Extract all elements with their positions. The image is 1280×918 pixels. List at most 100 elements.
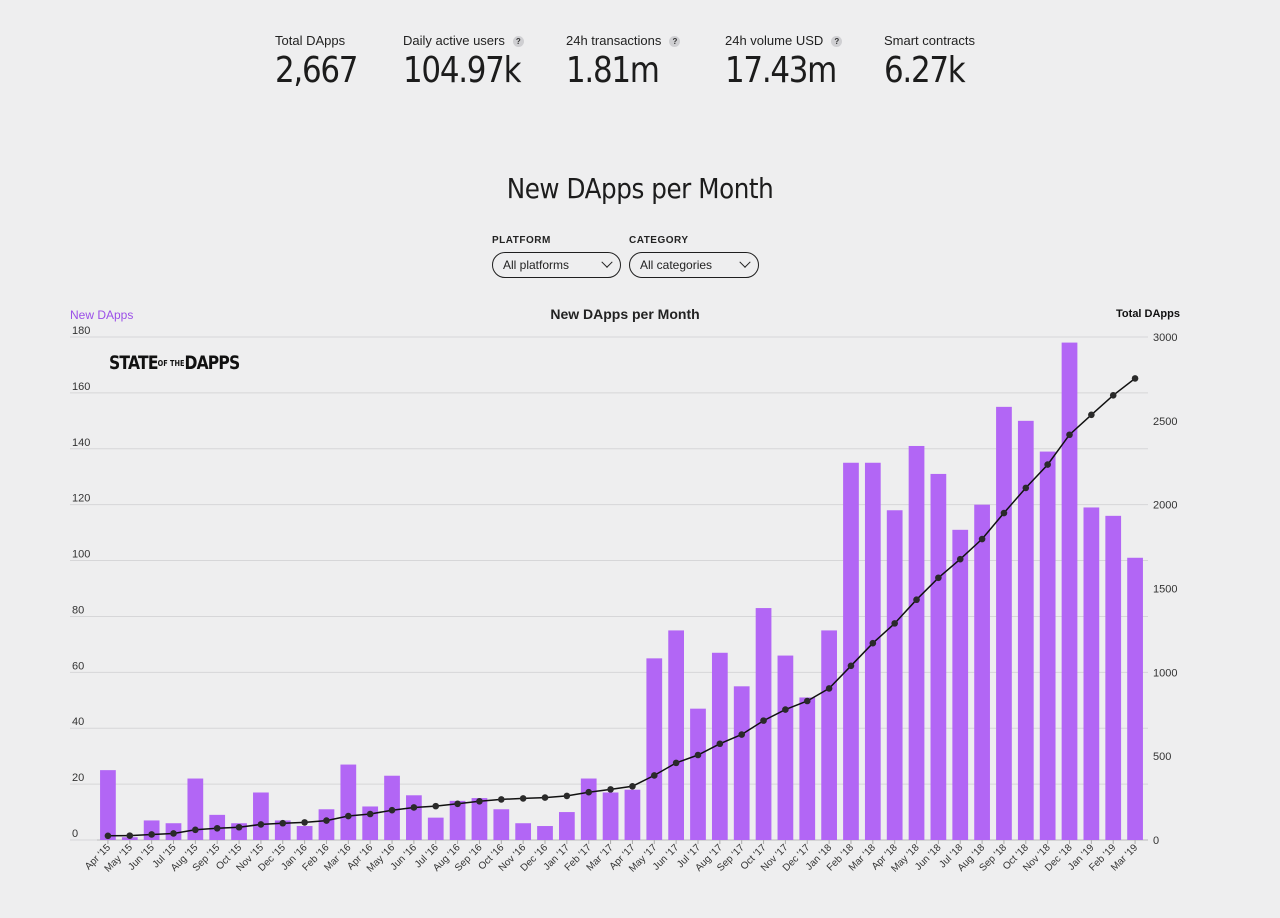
y-tick-label-left: 40: [72, 716, 84, 728]
total-dapps-point: [760, 717, 767, 724]
total-dapps-point: [629, 783, 636, 790]
bar: [406, 795, 422, 840]
total-dapps-point: [541, 794, 549, 801]
total-dapps-point: [694, 751, 702, 759]
y-tick-label-right: 2500: [1153, 416, 1177, 428]
bar: [1017, 420, 1034, 840]
y-tick-label-right: 1500: [1153, 584, 1177, 596]
total-dapps-point: [498, 796, 505, 803]
total-dapps-point: [1000, 509, 1008, 517]
total-dapps-point: [1022, 484, 1030, 492]
total-dapps-point: [869, 639, 877, 647]
total-dapps-point: [170, 830, 177, 837]
bar: [996, 406, 1012, 840]
total-dapps-point: [1088, 411, 1095, 419]
bar: [1039, 451, 1056, 840]
stat-label-text: Daily active users: [403, 33, 505, 48]
bar: [1105, 515, 1122, 840]
stat-label: 24h volume USD?: [725, 33, 854, 49]
help-icon[interactable]: ?: [512, 35, 524, 47]
logo-text: DAPPS: [184, 352, 240, 374]
total-dapps-point: [1044, 461, 1051, 468]
bar: [1127, 557, 1143, 840]
stat-total-dapps: Total DApps 2,667: [275, 33, 371, 91]
bar: [646, 658, 663, 840]
total-dapps-point: [607, 786, 614, 793]
bar: [690, 708, 706, 840]
category-filter-label: CATEGORY: [629, 235, 689, 246]
y-tick-label-left: 160: [72, 381, 90, 393]
help-icon[interactable]: ?: [669, 35, 681, 47]
stat-smart-contracts: Smart contracts 6.27k: [884, 33, 978, 91]
stat-value: 6.27k: [884, 50, 966, 91]
bar: [668, 630, 685, 840]
bar: [100, 770, 116, 840]
help-icon[interactable]: ?: [831, 35, 843, 47]
total-dapps-point: [1066, 431, 1073, 439]
y-tick-label-right: 500: [1153, 751, 1171, 763]
bar: [843, 462, 859, 840]
total-dapps-point: [388, 806, 396, 814]
bar: [886, 510, 903, 840]
total-dapps-point: [738, 731, 745, 738]
total-dapps-point: [126, 832, 134, 839]
stats-bar: Total DApps 2,667 Daily active users? 10…: [0, 33, 1280, 103]
bar: [624, 789, 641, 840]
y-tick-label-right: 1000: [1153, 667, 1177, 679]
y-tick-label-left: 0: [72, 828, 78, 840]
bar: [274, 820, 291, 840]
category-select[interactable]: All categories: [629, 252, 759, 278]
stat-label: 24h transactions?: [566, 33, 681, 49]
platform-select-value: All platforms: [503, 258, 570, 272]
total-dapps-point: [345, 812, 352, 820]
total-dapps-point: [410, 804, 418, 811]
bar: [558, 812, 575, 840]
y-tick-label-right: 0: [1153, 835, 1159, 847]
state-of-the-dapps-logo: STATEOF THEDAPPS: [109, 352, 240, 374]
y-tick-label-left: 120: [72, 493, 90, 505]
platform-select[interactable]: All platforms: [492, 252, 621, 278]
stat-label-text: 24h transactions: [566, 33, 662, 48]
total-dapps-point: [213, 824, 221, 832]
total-dapps-point: [978, 535, 986, 543]
total-dapps-point: [913, 596, 920, 604]
y-tick-label-left: 100: [72, 549, 90, 561]
total-dapps-point: [585, 788, 593, 796]
total-dapps-point: [104, 832, 112, 840]
y-tick-label-left: 60: [72, 660, 84, 672]
total-dapps-point: [1131, 375, 1139, 382]
logo-text: OF THE: [157, 359, 185, 368]
total-dapps-point: [803, 697, 811, 705]
stat-24h-volume-usd: 24h volume USD? 17.43m: [725, 33, 854, 91]
y-tick-label-left: 20: [72, 772, 84, 784]
bar: [427, 817, 444, 840]
stat-label-text: Total DApps: [275, 33, 346, 48]
right-axis-label: Total DApps: [1116, 308, 1180, 320]
stat-label: Smart contracts: [884, 33, 978, 49]
bar: [602, 792, 619, 840]
total-dapps-point: [563, 792, 571, 800]
bar: [187, 778, 204, 840]
total-dapps-point: [956, 555, 964, 563]
chart-title: New DApps per Month: [550, 306, 700, 322]
total-dapps-point: [847, 662, 855, 670]
total-dapps-line: [107, 377, 1136, 837]
stat-label-text: 24h volume USD: [725, 33, 824, 48]
total-dapps-point: [716, 740, 724, 748]
bar: [755, 608, 772, 840]
total-dapps-point: [519, 795, 527, 802]
bar: [580, 778, 597, 840]
total-dapps-point: [825, 685, 833, 692]
platform-filter-label: PLATFORM: [492, 235, 551, 246]
bar: [1083, 507, 1100, 840]
bar: [952, 529, 969, 840]
total-dapps-point: [192, 826, 199, 834]
stat-value: 2,667: [275, 50, 358, 91]
bar: [821, 630, 837, 840]
category-select-value: All categories: [640, 258, 713, 272]
stat-label: Total DApps: [275, 33, 371, 49]
bar: [515, 823, 532, 840]
total-dapps-point: [235, 823, 243, 831]
total-dapps-point: [257, 821, 265, 828]
stat-value: 104.97k: [403, 50, 522, 91]
